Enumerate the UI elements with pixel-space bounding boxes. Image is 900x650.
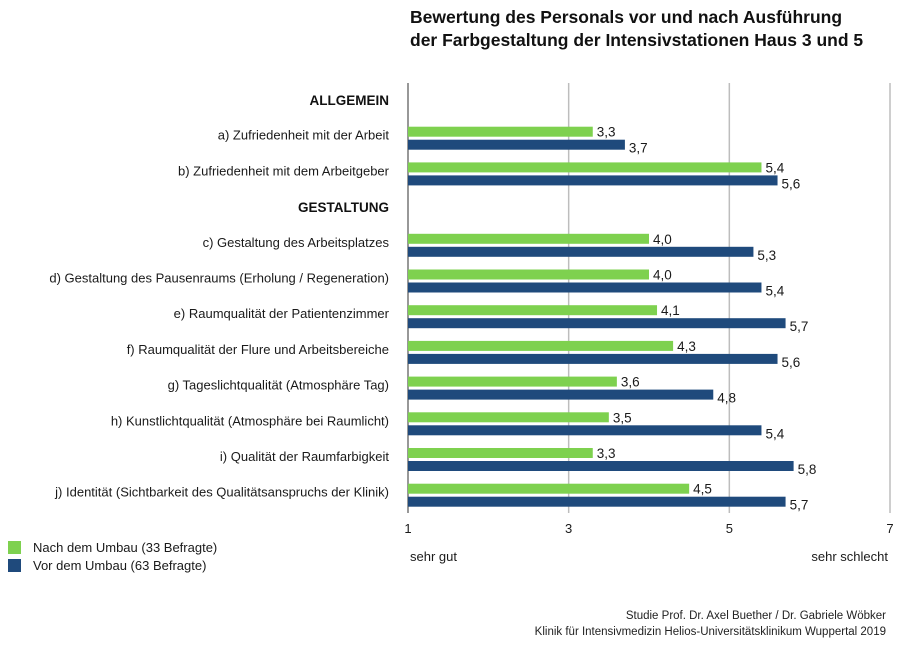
value-label-before: 5,4 [765,284,784,299]
x-tick-label: 7 [886,521,893,536]
credits: Studie Prof. Dr. Axel Buether / Dr. Gabr… [535,608,886,640]
bar-after [408,126,593,137]
category-label: h) Kunstlichtqualität (Atmosphäre bei Ra… [111,413,389,428]
bar-before [408,389,714,400]
bar-after [408,412,609,423]
value-label-before: 5,3 [757,248,776,263]
x-tick-label: 3 [565,521,572,536]
category-labels: ALLGEMEIN a) Zufriedenheit mit der Arbeit… [49,93,389,500]
value-label-after: 4,0 [653,268,672,283]
x-axis-ticks: 1 3 5 7 [404,521,893,536]
value-label-after: 5,4 [765,160,784,175]
category-label: c) Gestaltung des Arbeitsplatzes [203,235,390,250]
category-label: d) Gestaltung des Pausenraums (Erholung … [49,271,389,286]
section-label: GESTALTUNG [298,200,389,215]
bar-after [408,233,649,244]
value-label-after: 3,6 [621,375,640,390]
category-label: f) Raumqualität der Flure und Arbeitsber… [127,342,389,357]
bar-after [408,376,617,387]
value-label-after: 3,3 [597,446,616,461]
bar-after [408,483,690,494]
category-label: e) Raumqualität der Patientenzimmer [174,306,390,321]
value-label-before: 3,7 [629,141,648,156]
legend-item-after: Nach dem Umbau (33 Befragte) [8,538,217,556]
bar-before [408,139,625,150]
bar-after [408,305,658,316]
legend-swatch-before [8,558,21,572]
bars: 3,33,75,45,64,05,34,05,44,15,74,35,63,64… [408,125,816,513]
gridlines [407,83,891,513]
category-label: a) Zufriedenheit mit der Arbeit [218,128,390,143]
value-label-before: 5,8 [798,462,817,477]
bar-before [408,353,778,364]
category-label: g) Tageslichtqualität (Atmosphäre Tag) [168,378,389,393]
value-label-after: 3,5 [613,410,632,425]
value-label-after: 4,5 [693,482,712,497]
bar-before [408,175,778,186]
bar-after [408,340,674,351]
chart-title-line-1: Bewertung des Personals vor und nach Aus… [410,7,843,27]
bar-after [408,269,649,280]
x-tick-label: 1 [404,521,411,536]
legend-item-before: Vor dem Umbau (63 Befragte) [8,556,217,574]
category-label: j) Identität (Sichtbarkeit des Qualitäts… [54,485,389,500]
chart-title: Bewertung des Personals vor und nach Aus… [410,6,900,52]
chart-title-line-2: der Farbgestaltung der Intensivstationen… [410,30,864,50]
scale-label-low: sehr gut [410,549,457,564]
credits-line-1: Studie Prof. Dr. Axel Buether / Dr. Gabr… [625,610,886,622]
bar-before [408,282,762,293]
bar-before [408,496,786,507]
credits-line-2: Klinik für Intensivmedizin Helios-Univer… [534,626,886,638]
legend-swatch-after [8,540,21,554]
category-label: b) Zufriedenheit mit dem Arbeitgeber [178,163,390,178]
value-label-after: 4,3 [677,339,696,354]
section-label: ALLGEMEIN [310,93,390,108]
value-label-after: 4,1 [661,303,680,318]
value-label-after: 4,0 [653,232,672,247]
value-label-after: 3,3 [597,125,616,140]
value-label-before: 5,6 [782,355,801,370]
bar-after [408,448,593,458]
legend-label-before: Vor dem Umbau (63 Befragte) [33,557,207,573]
bar-after [408,162,762,173]
legend: Nach dem Umbau (33 Befragte) Vor dem Umb… [8,538,217,574]
bar-before [408,246,754,257]
category-label: i) Qualität der Raumfarbigkeit [220,449,389,464]
value-label-before: 5,7 [790,498,809,513]
value-label-before: 5,6 [782,176,801,191]
value-label-before: 5,4 [765,426,784,441]
bar-before [408,318,786,329]
value-label-before: 5,7 [790,319,809,334]
value-label-before: 4,8 [717,391,736,406]
scale-label-high: sehr schlecht [811,549,888,564]
bar-before [408,461,794,471]
x-tick-label: 5 [726,521,733,536]
legend-label-after: Nach dem Umbau (33 Befragte) [33,539,218,555]
bar-before [408,425,762,436]
